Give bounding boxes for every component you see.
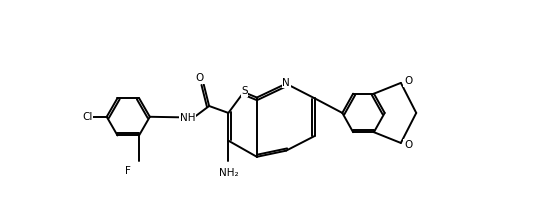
Text: N: N: [282, 78, 290, 88]
Text: O: O: [404, 76, 412, 86]
Text: Cl: Cl: [82, 112, 93, 122]
Text: O: O: [196, 73, 204, 83]
Text: O: O: [404, 140, 412, 149]
Text: F: F: [125, 166, 131, 176]
Text: NH₂: NH₂: [219, 168, 238, 178]
Text: NH: NH: [180, 113, 195, 123]
Text: S: S: [241, 86, 248, 96]
